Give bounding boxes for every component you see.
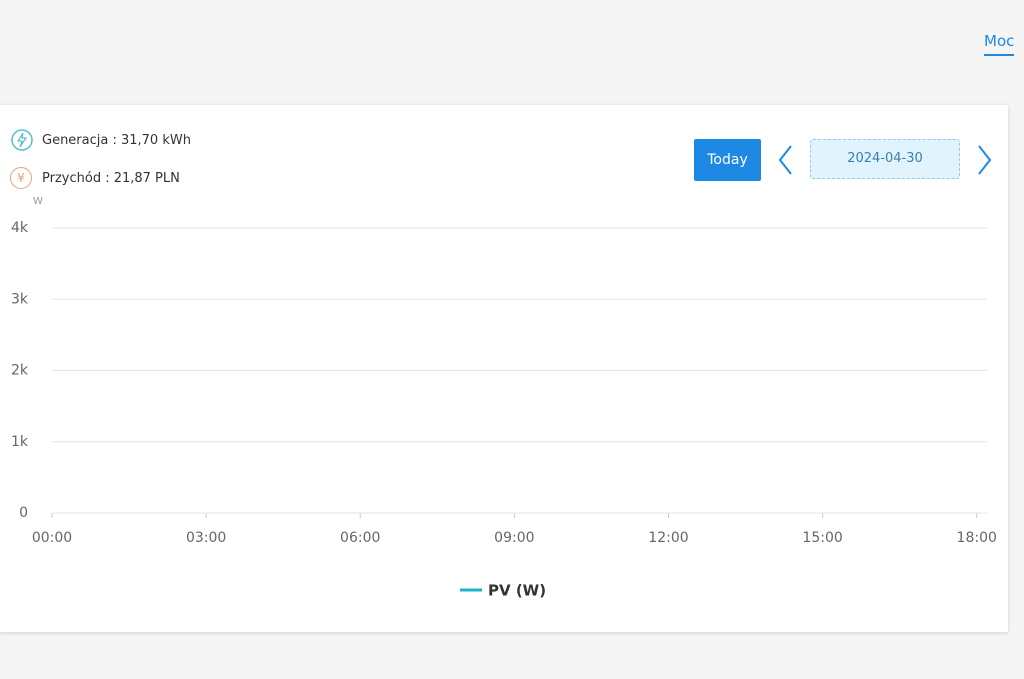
x-tick-label: 12:00 <box>648 530 688 546</box>
tab-moc[interactable]: Moc <box>984 32 1015 56</box>
x-tick-label: 09:00 <box>494 530 534 546</box>
y-tick-label: 4k <box>11 220 29 236</box>
prev-button[interactable] <box>776 144 796 176</box>
legend-label: PV (W) <box>488 582 546 600</box>
today-button[interactable]: Today <box>694 139 761 181</box>
y-tick-label: 2k <box>11 363 29 379</box>
chart-card <box>0 105 1008 632</box>
generation-stat: Generacja : 31,70 kWh <box>42 133 191 148</box>
generation-icon <box>11 129 33 151</box>
y-tick-label: 0 <box>19 505 28 521</box>
date-picker[interactable]: 2024-04-30 <box>810 139 960 179</box>
y-tick-label: 3k <box>11 291 29 307</box>
next-button[interactable] <box>974 144 994 176</box>
revenue-stat: Przychód : 21,87 PLN <box>42 171 180 186</box>
x-tick-label: 00:00 <box>32 530 72 546</box>
y-tick-label: 1k <box>11 434 29 450</box>
y-unit: W <box>33 196 43 207</box>
x-tick-label: 18:00 <box>957 530 997 546</box>
x-tick-label: 03:00 <box>186 530 226 546</box>
revenue-icon: ¥ <box>10 167 32 189</box>
x-tick-label: 06:00 <box>340 530 380 546</box>
x-tick-label: 15:00 <box>802 530 842 546</box>
